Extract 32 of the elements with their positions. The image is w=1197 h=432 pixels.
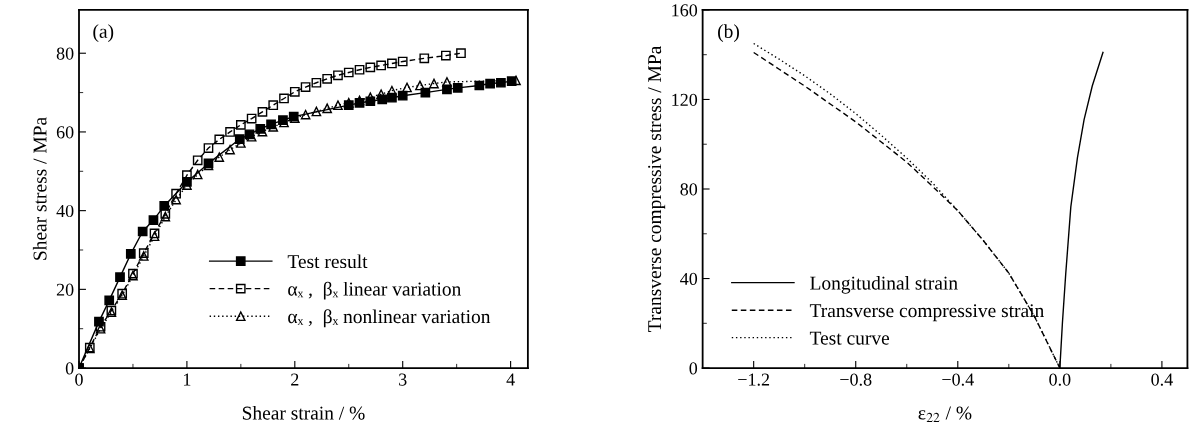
y-axis-title: Shear stress / MPa [32,117,47,260]
x-axis-title: Shear strain / % [242,405,365,420]
y-tick-label: 160 [672,4,698,17]
y-tick-label: 0 [689,362,698,375]
annotation: (a) [93,24,114,42]
x-axis-title: ε$_{22}$ / % [918,406,972,422]
x-tick-label: −1.2 [738,373,770,386]
y-tick-label: 20 [56,283,74,296]
x-tick-label: 4 [506,373,515,386]
x-tick-label: −0.4 [942,373,974,386]
legend-label: Test result [287,254,368,269]
x-tick-label: 1 [183,373,191,386]
legend-label: Test curve [809,331,890,345]
annotation: (b) [718,24,739,42]
legend-label: αₓ , βₓ linear variation [288,281,462,300]
legend-label: Longitudinal strain [810,275,958,294]
y-tick-label: 80 [680,183,698,196]
x-tick-label: 0.0 [1049,373,1071,386]
x-tick-label: 3 [399,373,407,386]
y-tick-label: 0 [65,362,74,375]
x-tick-label: 0.4 [1151,373,1173,386]
legend-label: αₓ , βₓ nonlinear variation [288,309,491,328]
x-tick-label: −0.8 [840,373,872,386]
y-axis-title: Transverse compressive stress / MPa [648,45,666,332]
y-tick-label: 40 [680,272,698,285]
y-tick-label: 60 [56,126,74,139]
y-tick-label: 120 [672,93,698,106]
y-tick-label: 40 [56,204,74,218]
x-tick-label: 2 [291,373,299,386]
y-tick-label: 80 [56,47,74,60]
x-tick-label: 0 [75,373,83,386]
legend-label: Transverse compressive strain [809,304,1044,322]
